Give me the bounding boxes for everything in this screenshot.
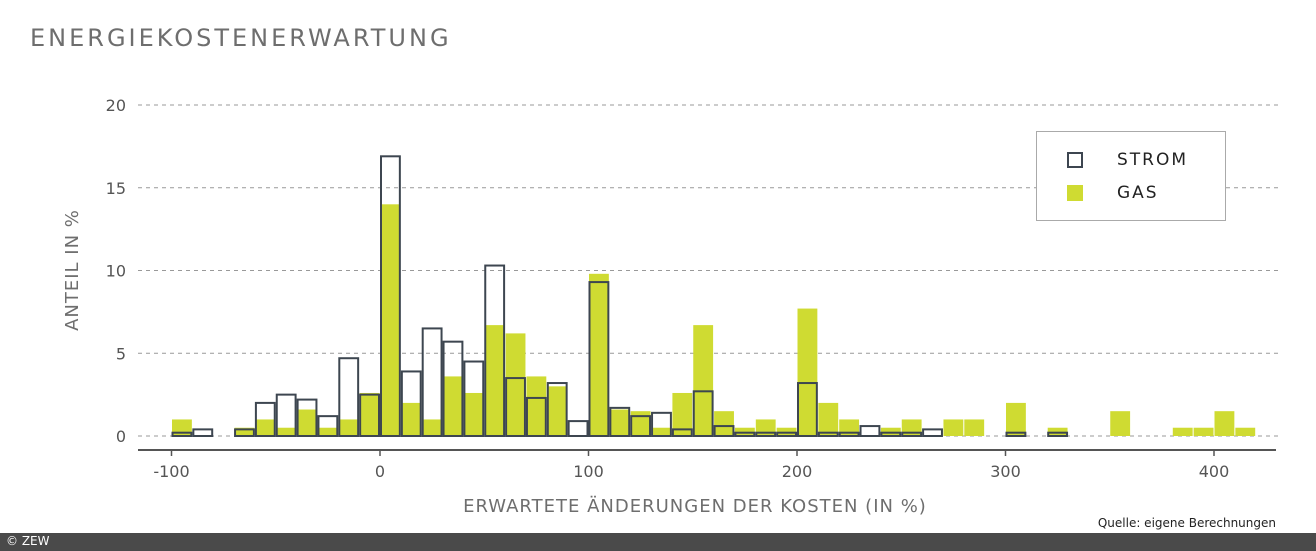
bar-gas	[526, 376, 547, 436]
x-tick-label: 100	[573, 462, 604, 481]
bar-gas	[714, 411, 734, 436]
bar-strom	[296, 398, 318, 437]
bar-gas	[1193, 427, 1214, 436]
bar-gas	[547, 386, 568, 436]
bar-strom	[254, 401, 276, 437]
bar-gas	[359, 392, 380, 436]
bar-strom	[567, 420, 589, 438]
bar-gas	[234, 427, 255, 436]
bar-gas	[1214, 411, 1235, 436]
copyright: © ZEW	[6, 534, 50, 548]
bar-gas	[797, 308, 818, 436]
bar-strom	[1005, 431, 1027, 438]
bar-strom	[338, 357, 360, 437]
bar-strom	[880, 431, 902, 438]
bar-strom	[1047, 431, 1069, 438]
bar-strom	[671, 428, 693, 438]
bar-strom	[380, 155, 401, 437]
bar-strom	[400, 370, 422, 437]
bar-gas	[317, 427, 338, 436]
bar-strom	[651, 411, 672, 437]
bar-strom	[776, 431, 798, 438]
bar-gas	[589, 273, 609, 436]
bar-strom	[922, 428, 943, 438]
bar-gas	[1110, 411, 1131, 436]
bar-gas	[422, 419, 443, 436]
bar-gas	[693, 325, 714, 436]
bar-gas	[505, 333, 526, 436]
bar-gas	[297, 409, 317, 436]
x-tick-label: 300	[990, 462, 1021, 481]
bar-strom	[463, 360, 485, 437]
bar-strom	[838, 431, 860, 438]
bar-strom	[734, 431, 756, 438]
bar-strom	[859, 425, 881, 438]
bar-strom	[421, 327, 443, 437]
bar-strom	[192, 428, 214, 438]
bar-strom	[901, 431, 923, 438]
source-note: Quelle: eigene Berechnungen	[1097, 516, 1276, 530]
x-tick-label: 0	[375, 462, 385, 481]
bar-strom	[692, 390, 714, 438]
bar-gas	[463, 392, 484, 436]
bar-gas	[401, 402, 422, 436]
x-tick-label: 400	[1199, 462, 1230, 481]
bar-strom	[546, 382, 568, 438]
x-tick-label: -100	[153, 462, 189, 481]
x-axis-label: ERWARTETE ÄNDERUNGEN DER KOSTEN (IN %)	[463, 496, 927, 517]
bar-strom	[525, 396, 547, 437]
bar-strom	[713, 425, 735, 438]
bar-strom	[442, 340, 464, 438]
bar-gas	[964, 419, 985, 436]
bar-strom	[275, 393, 297, 437]
y-axis-label: ANTEIL IN %	[62, 209, 83, 331]
bar-strom	[630, 415, 652, 438]
legend-item-strom: STROM	[1067, 150, 1188, 170]
bar-gas	[338, 419, 359, 436]
bar-gas	[943, 419, 964, 436]
bar-strom	[484, 264, 506, 437]
bar-strom	[359, 393, 380, 437]
bar-strom	[609, 406, 631, 437]
bar-gas	[609, 409, 630, 436]
bar-gas	[630, 411, 651, 436]
bar-strom	[797, 382, 818, 438]
bar-strom	[588, 281, 610, 437]
y-tick-label: 10	[106, 262, 126, 281]
bar-strom	[817, 431, 839, 438]
y-tick-label: 20	[106, 96, 126, 115]
gas-swatch	[1067, 185, 1083, 201]
chart-title: ENERGIEKOSTENERWARTUNG	[30, 24, 452, 52]
y-tick-label: 0	[116, 427, 126, 446]
bar-gas	[1006, 402, 1026, 436]
bar-gas	[380, 204, 401, 436]
x-tick-label: 200	[782, 462, 813, 481]
bar-gas	[1172, 427, 1193, 436]
bar-gas	[672, 392, 693, 436]
y-tick-label: 5	[116, 344, 126, 363]
bar-gas	[443, 376, 463, 436]
bar-strom	[171, 431, 193, 438]
legend-label-strom: STROM	[1117, 150, 1189, 170]
bar-strom	[755, 431, 777, 438]
y-tick-label: 15	[106, 179, 126, 198]
bar-gas	[276, 427, 297, 436]
legend: STROM GAS	[1036, 131, 1226, 221]
bar-gas	[651, 427, 672, 436]
strom-swatch	[1067, 152, 1083, 168]
bar-strom	[234, 428, 255, 438]
bar-strom	[317, 415, 339, 438]
footer-bar: © ZEW	[0, 533, 1316, 551]
bar-gas	[1235, 427, 1256, 436]
bar-gas	[484, 325, 505, 436]
bar-strom	[505, 377, 526, 438]
legend-label-gas: GAS	[1117, 183, 1159, 203]
bar-gas	[255, 419, 276, 436]
legend-item-gas: GAS	[1067, 183, 1159, 203]
bar-gas	[818, 402, 839, 436]
